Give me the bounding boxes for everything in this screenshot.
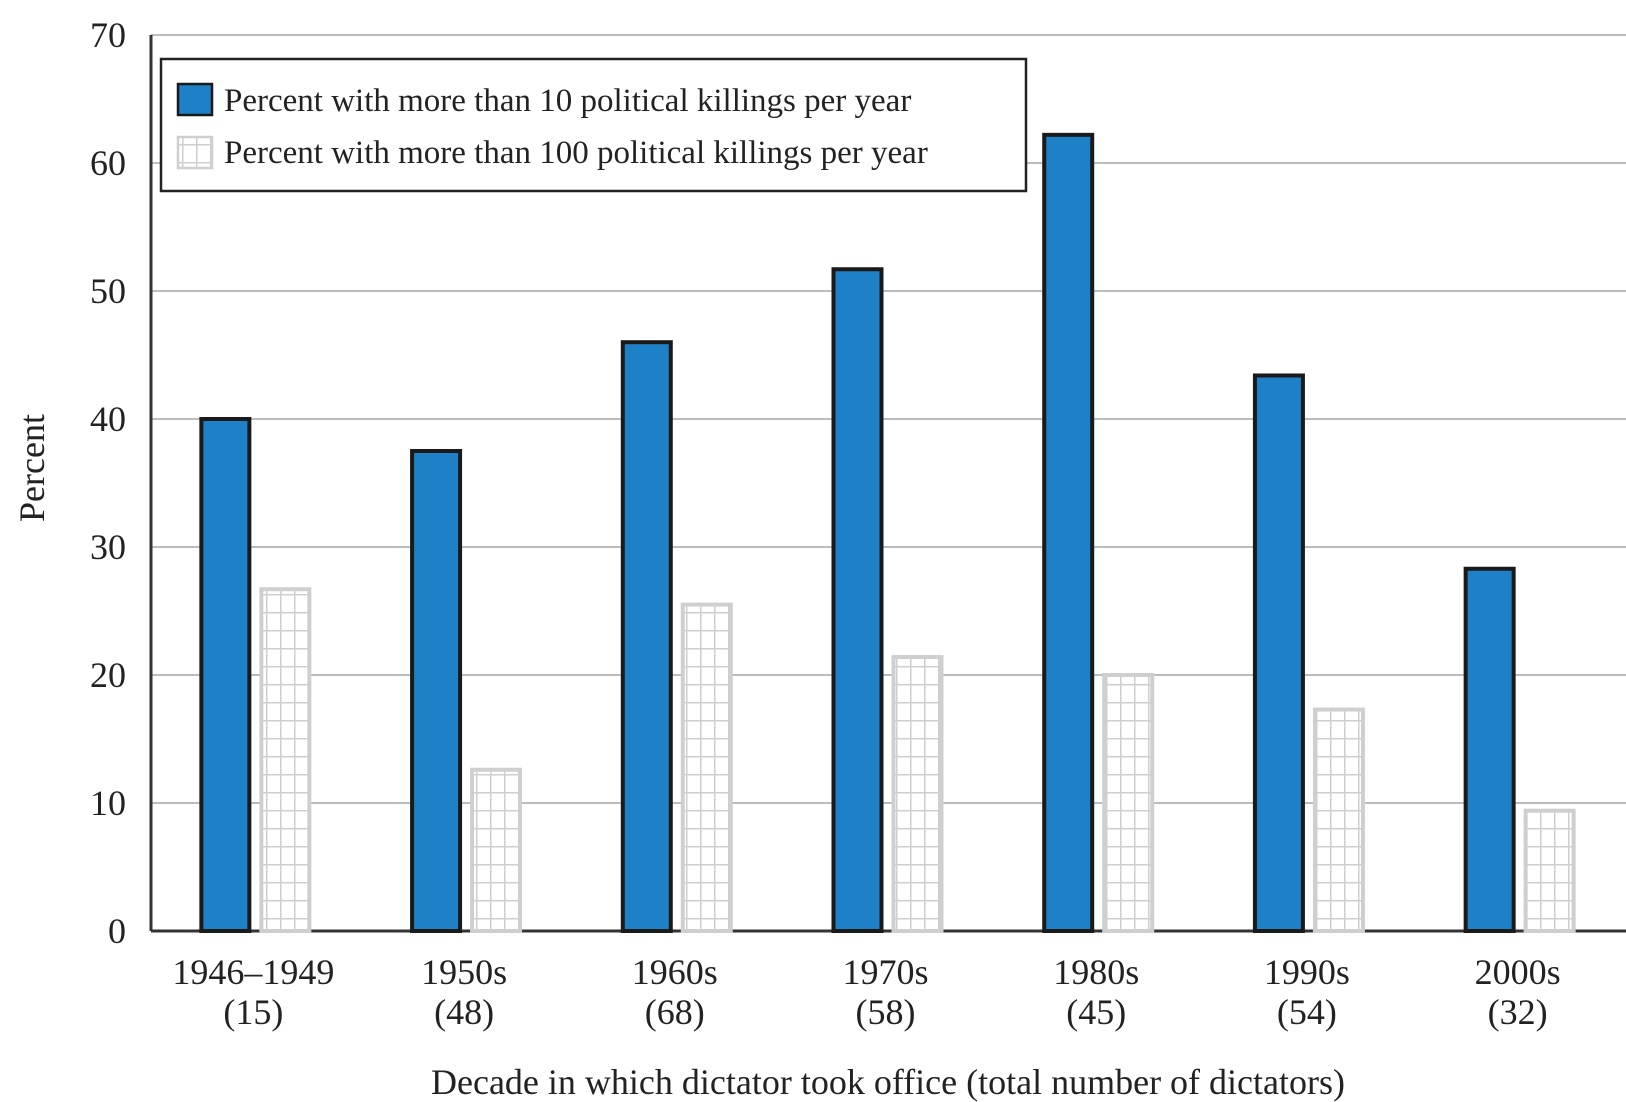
x-axis-title: Decade in which dictator took office (to… bbox=[431, 1062, 1345, 1102]
y-tick-label: 70 bbox=[90, 15, 126, 55]
x-tick-count-label: (32) bbox=[1488, 992, 1548, 1032]
legend-label-10-killings: Percent with more than 10 political kill… bbox=[224, 83, 911, 119]
legend: Percent with more than 10 political kill… bbox=[159, 57, 1028, 193]
x-axis-labels: 1946–1949(15) 1950s(48) 1960s(68) 1970s(58)… bbox=[172, 952, 1560, 1032]
axes bbox=[149, 35, 1626, 933]
y-tick-label: 50 bbox=[90, 271, 126, 311]
y-tick-label: 10 bbox=[90, 783, 126, 823]
bar-10-killings bbox=[831, 267, 884, 933]
bar-10-killings bbox=[1252, 373, 1305, 934]
x-tick-label: 1950s bbox=[421, 952, 507, 992]
x-tick-count-label: (15) bbox=[223, 992, 283, 1032]
x-tick-count-label: (68) bbox=[645, 992, 705, 1032]
bar-100-killings bbox=[680, 602, 733, 933]
y-axis-ticks: 0 10 20 30 40 50 60 70 bbox=[90, 15, 126, 951]
y-tick-label: 30 bbox=[90, 527, 126, 567]
bar-100-killings bbox=[259, 587, 312, 933]
x-tick-label: 1990s bbox=[1264, 952, 1350, 992]
x-tick-label: 2000s bbox=[1475, 952, 1561, 992]
bar-10-killings bbox=[199, 417, 252, 933]
x-tick-label: 1970s bbox=[842, 952, 928, 992]
x-tick-label: 1980s bbox=[1053, 952, 1139, 992]
bar-100-killings bbox=[470, 767, 523, 933]
x-tick-label: 1960s bbox=[632, 952, 718, 992]
bar-100-killings bbox=[1523, 808, 1576, 933]
x-tick-label: 1946–1949 bbox=[172, 952, 334, 992]
x-tick-count-label: (58) bbox=[856, 992, 916, 1032]
legend-label-100-killings: Percent with more than 100 political kil… bbox=[224, 135, 928, 171]
bar-10-killings bbox=[1463, 566, 1516, 933]
bars bbox=[199, 132, 1576, 934]
y-tick-label: 40 bbox=[90, 399, 126, 439]
y-tick-label: 0 bbox=[108, 911, 126, 951]
bar-100-killings bbox=[891, 655, 944, 934]
x-tick-count-label: (54) bbox=[1277, 992, 1337, 1032]
legend-swatch-100-killings bbox=[176, 135, 214, 170]
y-tick-label: 20 bbox=[90, 655, 126, 695]
bar-100-killings bbox=[1102, 673, 1155, 933]
y-tick-label: 60 bbox=[90, 143, 126, 183]
y-axis-title: Percent bbox=[12, 414, 52, 522]
legend-box bbox=[159, 57, 1028, 193]
x-tick-count-label: (45) bbox=[1066, 992, 1126, 1032]
bar-10-killings bbox=[410, 449, 463, 933]
x-tick-count-label: (48) bbox=[434, 992, 494, 1032]
bar-10-killings bbox=[620, 340, 673, 933]
bar-10-killings bbox=[1042, 132, 1095, 933]
bar-100-killings bbox=[1312, 707, 1365, 933]
legend-swatch-10-killings bbox=[176, 82, 214, 117]
